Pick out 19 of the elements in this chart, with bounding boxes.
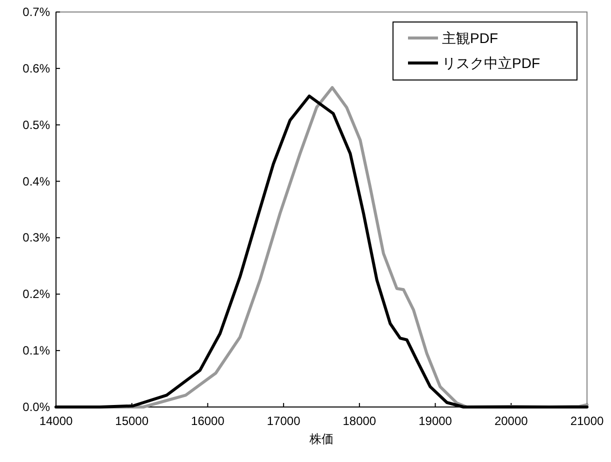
- y-tick-label: 0.6%: [22, 61, 50, 76]
- y-tick-label: 0.5%: [22, 118, 50, 132]
- y-tick-label: 0.7%: [22, 5, 50, 19]
- x-tick-label: 18000: [342, 414, 376, 428]
- y-tick-label: 0.2%: [22, 287, 50, 302]
- x-axis-title: 株価: [308, 432, 334, 446]
- y-tick-label: 0.0%: [22, 400, 50, 414]
- x-tick-label: 21000: [570, 414, 604, 428]
- legend-label: リスク中立PDF: [442, 55, 540, 71]
- x-tick-label: 14000: [39, 414, 74, 428]
- x-tick-label: 16000: [191, 414, 225, 428]
- x-tick-label: 17000: [266, 414, 301, 428]
- y-tick-label: 0.4%: [22, 174, 50, 188]
- x-tick-label: 15000: [115, 414, 149, 428]
- x-tick-label: 19000: [418, 414, 452, 428]
- legend-label: 主観PDF: [442, 30, 498, 46]
- x-tick-label: 20000: [494, 414, 528, 428]
- y-tick-label: 0.3%: [22, 230, 50, 245]
- y-tick-label: 0.1%: [22, 344, 50, 358]
